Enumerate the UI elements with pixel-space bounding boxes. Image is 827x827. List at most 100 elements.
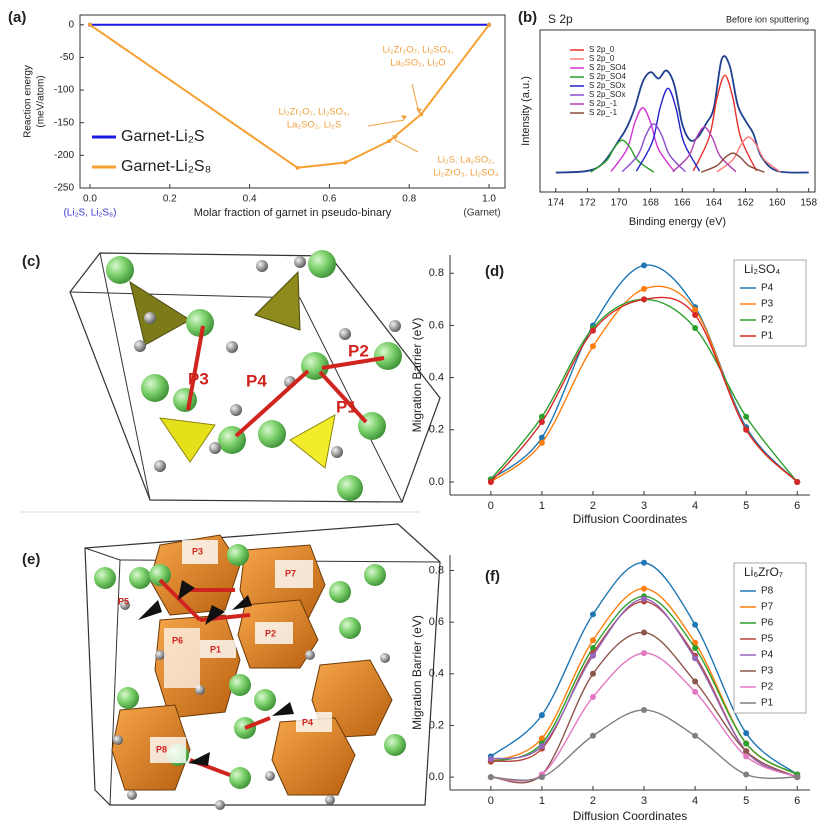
x-tick-label: 6	[794, 500, 800, 512]
y-tick-label: 0.0	[429, 476, 444, 488]
annotation: Li₂Zr₂O₇, Li₂SO₄,	[279, 107, 350, 118]
path-label: P1	[210, 644, 221, 654]
legend-label: S 2p_SO4	[589, 72, 626, 81]
legend-label: P4	[761, 283, 774, 294]
y-axis-label: Migration Barrier (eV)	[410, 318, 424, 433]
legend-label: P5	[761, 634, 774, 645]
data-point	[641, 707, 647, 713]
data-point	[539, 743, 545, 749]
y-tick-label: 0.6	[429, 616, 444, 628]
y-axis-label: (meV/atom)	[36, 75, 47, 127]
data-point	[743, 748, 749, 754]
data-point	[641, 629, 647, 635]
legend-title: Li₂SO₄	[744, 262, 780, 276]
data-point	[692, 645, 698, 651]
x-tick-label: 3	[641, 500, 647, 512]
panel-label: (a)	[8, 9, 26, 26]
legend-label: S 2p_0	[589, 45, 615, 54]
data-point	[343, 161, 347, 165]
data-point	[794, 479, 800, 485]
legend-label: P7	[761, 602, 774, 613]
path-label: P2	[265, 628, 276, 638]
y-tick-label: 0.6	[429, 319, 444, 331]
x-tick-label: 166	[674, 198, 691, 209]
x-tick-label: 3	[641, 795, 647, 807]
x-axis-label: Diffusion Coordinates	[573, 512, 688, 526]
end-label: (Garnet)	[463, 208, 500, 219]
y-axis-label: Intensity (a.u.)	[520, 76, 532, 146]
path-label: P5	[118, 596, 129, 606]
panel-label: (c)	[22, 253, 40, 270]
legend-label: P2	[761, 682, 774, 693]
panel-label: (e)	[22, 551, 40, 568]
x-tick-label: 5	[743, 500, 749, 512]
y-tick-label: 0.4	[429, 668, 444, 680]
legend-label: P2	[761, 315, 774, 326]
data-point	[590, 611, 596, 617]
data-point	[743, 414, 749, 420]
y-tick-label: -250	[54, 183, 74, 194]
x-tick-label: 6	[794, 795, 800, 807]
x-tick-label: 168	[642, 198, 659, 209]
data-point	[641, 262, 647, 268]
x-tick-label: 0.2	[163, 194, 177, 205]
data-point	[692, 655, 698, 661]
data-point	[794, 774, 800, 780]
path-label: P4	[302, 717, 313, 727]
annotation: Li₂Zr₂O₇, Li₂SO₄,	[383, 45, 454, 56]
x-tick-label: 0.6	[322, 194, 336, 205]
legend-label: P1	[761, 698, 774, 709]
annotation: Li₂S, La₂SO₂,	[437, 155, 494, 166]
y-tick-label: -50	[60, 52, 75, 63]
x-tick-label: 162	[737, 198, 754, 209]
path-label: P3	[188, 369, 209, 388]
panel-label: (d)	[485, 263, 504, 280]
path-label: P2	[348, 341, 369, 360]
legend-label: P1	[761, 331, 774, 342]
x-axis-label: Molar fraction of garnet in pseudo-binar…	[194, 207, 392, 219]
figure: (c) P1 P2 P3 P4 (e)	[0, 0, 827, 827]
data-point	[641, 586, 647, 592]
data-point	[590, 637, 596, 643]
data-point	[743, 741, 749, 747]
x-axis-label: Binding energy (eV)	[629, 216, 726, 228]
x-axis-label: Diffusion Coordinates	[573, 809, 688, 823]
x-tick-label: 1	[539, 500, 545, 512]
y-tick-label: 0.2	[429, 424, 444, 436]
y-tick-label: -200	[54, 150, 74, 161]
legend-label: Garnet-Li₂S	[121, 128, 205, 145]
data-point	[590, 653, 596, 659]
data-point	[641, 296, 647, 302]
data-point	[692, 679, 698, 685]
data-point	[487, 23, 491, 27]
data-point	[743, 427, 749, 433]
x-tick-label: 2	[590, 500, 596, 512]
x-tick-label: 0	[488, 795, 494, 807]
path-label: P3	[192, 546, 203, 556]
data-point	[488, 479, 494, 485]
legend-label: S 2p_0	[589, 54, 615, 63]
y-tick-label: -150	[54, 117, 74, 128]
data-point	[590, 671, 596, 677]
data-point	[692, 689, 698, 695]
data-point	[743, 753, 749, 759]
legend-label: S 2p_SOx	[589, 81, 625, 90]
x-tick-label: 160	[769, 198, 786, 209]
path-label: P8	[156, 744, 167, 754]
legend-label: S 2p_-1	[589, 99, 618, 108]
data-point	[539, 712, 545, 718]
data-point	[590, 733, 596, 739]
y-axis-label: Reaction energy	[23, 65, 34, 138]
x-tick-label: 158	[800, 198, 817, 209]
data-point	[743, 772, 749, 778]
data-point	[539, 419, 545, 425]
data-point	[88, 23, 92, 27]
chart-title: S 2p	[548, 12, 573, 26]
x-tick-label: 0.0	[83, 194, 97, 205]
data-point	[488, 774, 494, 780]
y-tick-label: 0.8	[429, 564, 444, 576]
data-point	[692, 622, 698, 628]
data-point	[743, 730, 749, 736]
data-point	[692, 733, 698, 739]
end-label: (Li₂S, Li₂S₈)	[63, 208, 116, 219]
